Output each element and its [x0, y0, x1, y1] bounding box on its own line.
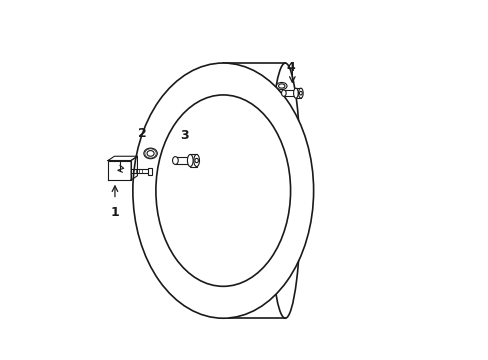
Ellipse shape [293, 88, 298, 98]
Ellipse shape [133, 63, 313, 318]
Bar [147, 168, 152, 175]
Ellipse shape [195, 158, 198, 163]
Text: 3: 3 [180, 129, 188, 142]
Bar [283, 90, 300, 96]
Ellipse shape [143, 148, 157, 159]
Text: 1: 1 [110, 206, 119, 219]
Bar [295, 88, 300, 98]
Ellipse shape [276, 82, 286, 90]
Ellipse shape [278, 84, 285, 88]
Ellipse shape [298, 88, 303, 98]
Bar [175, 157, 196, 165]
Bar [190, 154, 196, 167]
Ellipse shape [299, 91, 302, 95]
Text: 4: 4 [285, 61, 294, 74]
Ellipse shape [172, 157, 178, 165]
Ellipse shape [156, 95, 290, 286]
Ellipse shape [281, 90, 285, 96]
Ellipse shape [264, 95, 291, 286]
Ellipse shape [269, 63, 301, 318]
Ellipse shape [193, 154, 199, 167]
Ellipse shape [147, 150, 154, 156]
Text: 2: 2 [138, 127, 147, 140]
Ellipse shape [187, 154, 193, 167]
